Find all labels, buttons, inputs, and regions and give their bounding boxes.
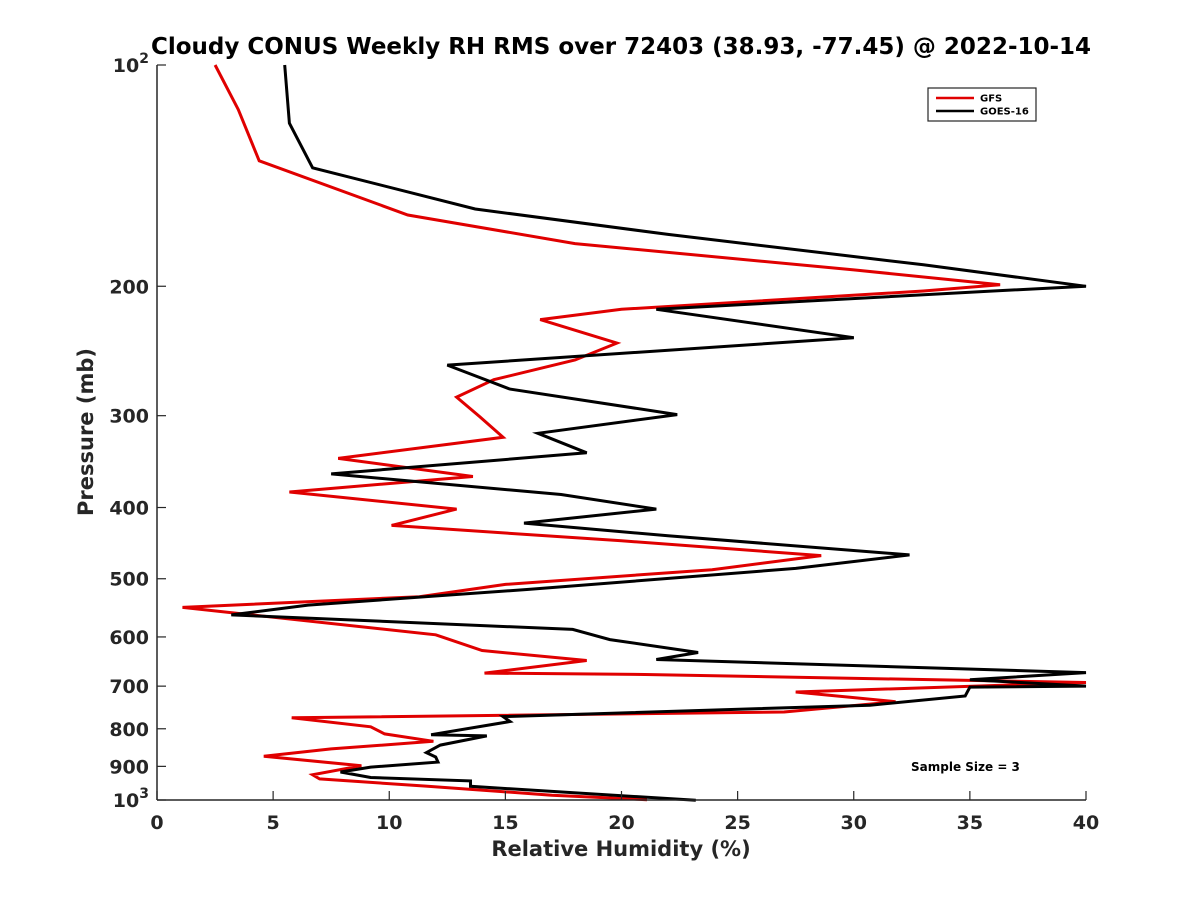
y-tick-label: 900: [109, 756, 149, 778]
y-tick-label: 800: [109, 719, 149, 741]
x-tick-label: 40: [1073, 812, 1099, 834]
chart-title: Cloudy CONUS Weekly RH RMS over 72403 (3…: [151, 34, 1091, 60]
y-tick-label: 600: [109, 627, 149, 649]
x-tick-label: 35: [957, 812, 983, 834]
y-tick-label: 102: [113, 51, 149, 77]
x-tick-label: 15: [492, 812, 518, 834]
series-line-goes-16: [231, 64, 1087, 802]
y-tick-label: 500: [109, 569, 149, 591]
x-tick-label: 20: [608, 812, 634, 834]
x-tick-label: 0: [150, 812, 163, 834]
x-tick-label: 30: [841, 812, 867, 834]
y-tick-label: 103: [113, 786, 149, 812]
y-tick-label: 400: [109, 498, 149, 520]
x-tick-label: 5: [267, 812, 280, 834]
y-axis-label: Pressure (mb): [74, 348, 98, 516]
x-tick-label: 10: [376, 812, 402, 834]
y-tick-label: 300: [109, 406, 149, 428]
legend-label: GFS: [980, 94, 1002, 105]
y-tick-label: 200: [109, 276, 149, 298]
axes: 0 5 10 15 20 25 30 35 40 102 200 300 400 500 600 700 800…: [109, 51, 1099, 834]
series-line-gfs: [182, 64, 1087, 802]
legend-label: GOES-16: [980, 107, 1029, 118]
plot-series: [182, 64, 1087, 802]
x-axis-label: Relative Humidity (%): [491, 837, 750, 861]
legend-box: [927, 87, 1037, 122]
y-tick-label: 700: [109, 676, 149, 698]
legend: GFS GOES-16: [927, 87, 1037, 122]
x-tick-label: 25: [724, 812, 750, 834]
sample-size-annotation: Sample Size = 3: [911, 760, 1020, 774]
